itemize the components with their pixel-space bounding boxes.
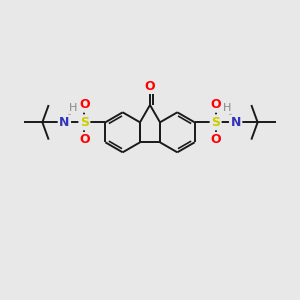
Text: H: H [223,103,231,113]
Text: O: O [79,98,90,111]
Text: O: O [210,98,221,111]
Text: O: O [79,134,90,146]
Text: O: O [145,80,155,92]
Text: N: N [59,116,70,129]
Text: S: S [211,116,220,129]
Text: S: S [80,116,89,129]
Text: N: N [230,116,241,129]
Text: O: O [210,134,221,146]
Text: H: H [69,103,77,113]
